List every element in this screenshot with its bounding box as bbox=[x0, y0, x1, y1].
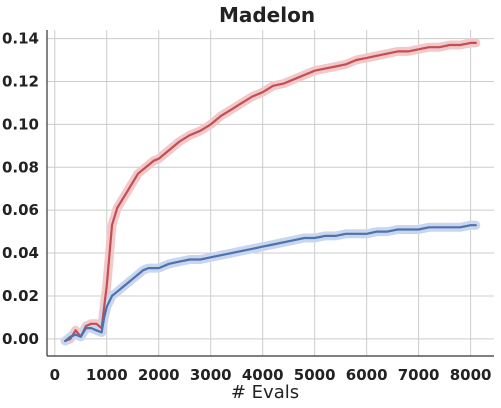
x-tick-label-7: 7000 bbox=[398, 366, 440, 384]
x-tick-label-4: 4000 bbox=[242, 366, 284, 384]
x-tick-label-1: 1000 bbox=[86, 366, 128, 384]
y-tick-label-1: 0.02 bbox=[2, 287, 39, 305]
y-tick-label-4: 0.08 bbox=[2, 158, 39, 176]
series-lines bbox=[64, 41, 477, 343]
x-tick-label-3: 3000 bbox=[190, 366, 232, 384]
y-tick-label-7: 0.14 bbox=[2, 30, 39, 48]
x-tick-label-8: 8000 bbox=[450, 366, 492, 384]
grid bbox=[47, 30, 494, 356]
y-tick-label-6: 0.12 bbox=[2, 72, 39, 90]
x-tick-label-6: 6000 bbox=[346, 366, 388, 384]
y-tick-label-5: 0.10 bbox=[2, 115, 39, 133]
axes bbox=[46, 30, 494, 357]
x-tick-labels: 0 1000 2000 3000 4000 5000 6000 7000 8000 bbox=[50, 366, 492, 384]
series-0-line bbox=[64, 41, 477, 343]
x-tick-label-2: 2000 bbox=[138, 366, 180, 384]
chart-title: Madelon bbox=[219, 3, 315, 27]
y-tick-label-2: 0.04 bbox=[2, 244, 39, 262]
x-axis-label: # Evals bbox=[231, 382, 299, 403]
x-tick-label-5: 5000 bbox=[294, 366, 336, 384]
y-tick-labels: 0.00 0.02 0.04 0.06 0.08 0.10 0.12 0.14 bbox=[2, 30, 39, 348]
y-tick-label-0: 0.00 bbox=[2, 330, 39, 348]
y-tick-label-3: 0.06 bbox=[2, 201, 39, 219]
x-tick-label-0: 0 bbox=[50, 366, 60, 384]
series-1-line bbox=[64, 224, 477, 343]
